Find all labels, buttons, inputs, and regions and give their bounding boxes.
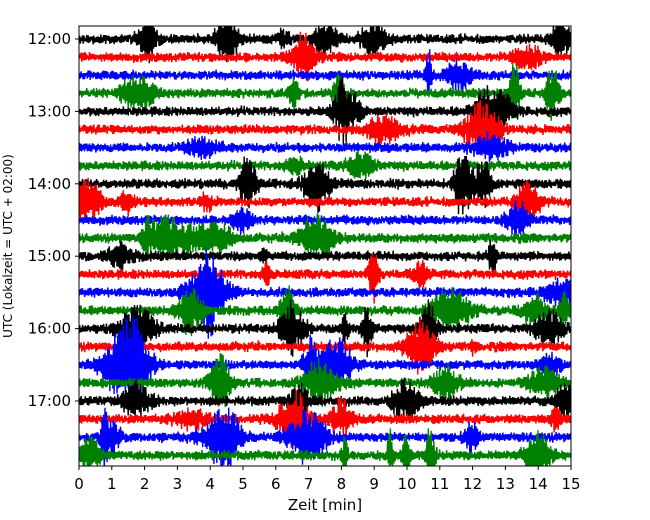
x-tick-label: 4	[205, 475, 215, 493]
y-axis-label: UTC (Lokalzeit = UTC + 02:00)	[1, 154, 15, 338]
x-tick-label: 10	[397, 475, 416, 493]
x-tick-label: 12	[463, 475, 482, 493]
x-tick-label: 8	[337, 475, 347, 493]
x-tick-label: 9	[369, 475, 379, 493]
trace-line	[79, 131, 571, 163]
x-tick-label: 0	[74, 475, 84, 493]
y-axis: 12:00 13:00 14:00 15:00 16:00 17:00	[28, 30, 79, 410]
trace-line	[79, 150, 571, 180]
trace-line	[79, 299, 571, 358]
trace-line	[79, 253, 571, 304]
y-tick-label: 12:00	[28, 30, 71, 48]
trace-line	[79, 407, 571, 466]
y-tick-label: 15:00	[28, 247, 71, 265]
x-tick-label: 11	[430, 475, 449, 493]
trace-line	[79, 428, 571, 466]
trace-line	[79, 155, 571, 215]
x-tick-label: 6	[271, 475, 281, 493]
x-tick-label: 1	[107, 475, 117, 493]
x-tick-label: 13	[496, 475, 515, 493]
x-axis: 0 1 2 3 4 5 6 7 8 9 10 11 12 13 14 15	[74, 466, 581, 493]
plot-frame	[78, 25, 572, 467]
x-tick-label: 14	[529, 475, 548, 493]
seismic-traces	[79, 26, 571, 466]
x-tick-label: 2	[140, 475, 150, 493]
y-tick-label: 16:00	[28, 320, 71, 338]
trace-line	[79, 318, 571, 375]
trace-line	[79, 99, 571, 156]
x-axis-label: Zeit [min]	[288, 496, 362, 514]
x-tick-label: 7	[304, 475, 314, 493]
trace-line	[79, 31, 571, 82]
trace-line	[79, 239, 571, 277]
x-tick-label: 5	[238, 475, 248, 493]
x-tick-label: 3	[173, 475, 183, 493]
x-tick-label: 15	[561, 475, 580, 493]
trace-line	[79, 64, 571, 121]
y-tick-label: 14:00	[28, 175, 71, 193]
trace-line	[79, 177, 571, 225]
trace-line	[79, 76, 571, 147]
trace-line	[79, 49, 571, 93]
trace-line	[79, 285, 571, 337]
y-tick-label: 13:00	[28, 102, 71, 120]
y-tick-label: 17:00	[28, 392, 71, 410]
trace-line	[79, 248, 571, 339]
trace-line	[79, 377, 571, 422]
